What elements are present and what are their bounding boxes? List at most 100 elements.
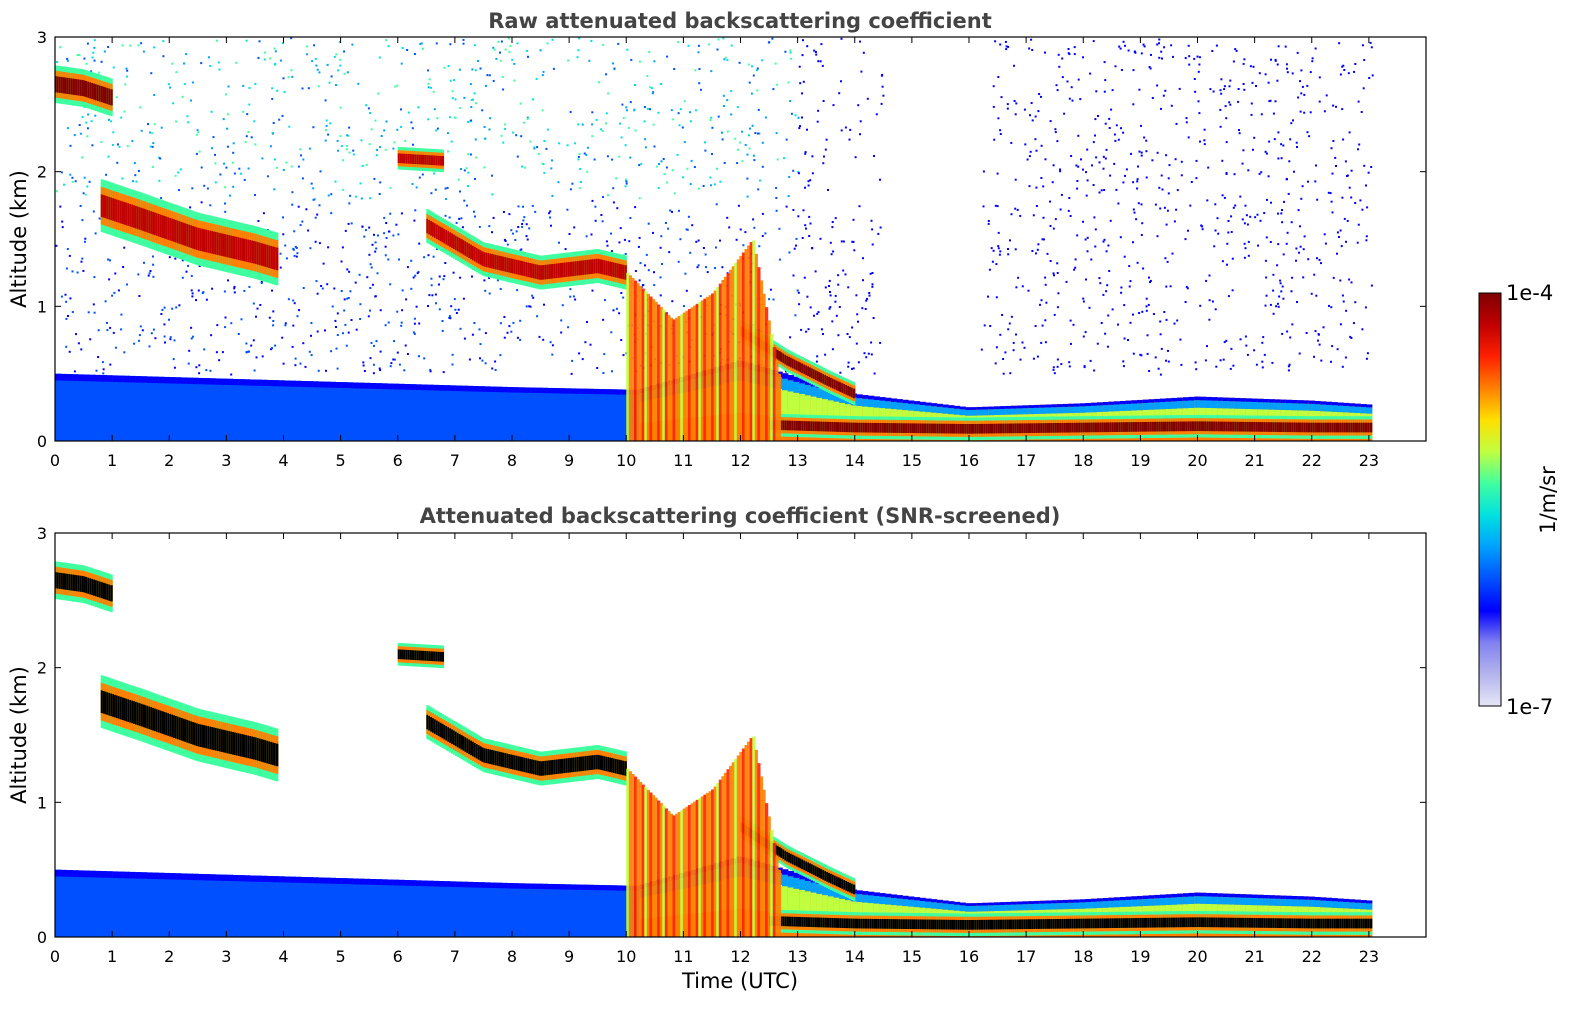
noise-pixel — [1159, 373, 1162, 376]
noise-pixel — [478, 328, 481, 331]
noise-pixel — [1094, 228, 1097, 231]
noise-pixel — [478, 225, 481, 228]
noise-pixel — [451, 97, 454, 100]
noise-pixel — [1167, 360, 1170, 363]
noise-pixel — [1286, 67, 1288, 70]
noise-pixel — [257, 220, 260, 222]
noise-pixel — [571, 182, 574, 185]
noise-pixel — [704, 253, 707, 256]
noise-pixel — [792, 209, 795, 211]
noise-pixel — [139, 106, 142, 109]
noise-pixel — [369, 309, 371, 312]
noise-pixel — [221, 351, 224, 354]
noise-pixel — [427, 118, 430, 121]
boundary-layer-cell — [324, 381, 331, 388]
noise-pixel — [1091, 164, 1093, 167]
noise-pixel — [854, 156, 857, 159]
noise-pixel — [359, 303, 362, 306]
noise-pixel — [855, 294, 858, 297]
noise-pixel — [797, 291, 800, 294]
boundary-layer-cell — [209, 378, 216, 441]
boundary-layer-cell — [495, 386, 503, 393]
noise-pixel — [819, 60, 822, 63]
cloud-layer-cell — [1265, 422, 1268, 432]
noise-pixel — [1195, 177, 1198, 180]
cloud-layer-cell — [978, 423, 981, 434]
noise-pixel — [1309, 71, 1312, 74]
cloud-layer-cell — [808, 421, 812, 431]
noise-pixel — [1283, 200, 1285, 203]
boundary-layer-cell — [66, 374, 73, 441]
boundary-layer-cell — [1314, 400, 1321, 405]
noise-pixel — [994, 204, 997, 207]
noise-pixel — [492, 79, 495, 82]
noise-pixel — [776, 83, 779, 86]
cloud-layer-cell — [178, 221, 182, 244]
noise-pixel — [700, 88, 702, 91]
noise-pixel — [1065, 280, 1068, 283]
noise-pixel — [336, 312, 339, 315]
noise-pixel — [1288, 160, 1291, 163]
noise-pixel — [803, 276, 806, 279]
noise-pixel — [1275, 305, 1278, 308]
boundary-layer-cell — [100, 375, 108, 382]
noise-pixel — [253, 369, 256, 372]
noise-pixel — [293, 230, 296, 233]
cloud-layer-cell — [513, 259, 517, 274]
noise-pixel — [250, 344, 253, 347]
cloud-layer-cell — [106, 196, 109, 219]
cloud-layer-cell — [932, 423, 936, 434]
noise-pixel — [1146, 352, 1149, 355]
noise-pixel — [511, 232, 514, 235]
cloud-layer-cell — [272, 246, 275, 270]
boundary-layer-cell — [135, 376, 142, 383]
noise-pixel — [1212, 90, 1215, 93]
boundary-layer-cell — [169, 377, 176, 441]
noise-pixel — [292, 324, 295, 327]
cloud-layer-cell — [805, 365, 808, 376]
boundary-layer-cell — [799, 378, 806, 384]
boundary-layer-cell — [885, 401, 892, 409]
noise-pixel — [1235, 49, 1238, 52]
noise-pixel — [1287, 192, 1290, 195]
noise-pixel — [881, 73, 884, 76]
noise-pixel — [488, 225, 491, 228]
noise-pixel — [258, 40, 261, 43]
noise-pixel — [994, 362, 997, 365]
noise-pixel — [283, 90, 286, 93]
cloud-layer-cell — [1213, 421, 1217, 432]
noise-pixel — [183, 62, 185, 65]
cloud-layer-cell — [235, 236, 239, 260]
noise-pixel — [89, 338, 92, 341]
noise-pixel — [376, 272, 379, 275]
noise-pixel — [741, 160, 744, 163]
noise-pixel — [834, 300, 837, 303]
noise-pixel — [807, 184, 810, 187]
noise-pixel — [789, 336, 792, 339]
cloud-layer-cell — [890, 423, 894, 433]
noise-pixel — [662, 158, 665, 160]
noise-pixel — [1074, 258, 1077, 261]
noise-pixel — [379, 181, 382, 184]
noise-pixel — [394, 85, 397, 88]
noise-pixel — [1158, 56, 1161, 59]
noise-pixel — [1254, 216, 1257, 219]
cloud-layer-cell — [1164, 421, 1167, 432]
noise-pixel — [797, 171, 800, 173]
noise-pixel — [416, 272, 419, 275]
noise-pixel — [1132, 352, 1135, 355]
noise-pixel — [659, 294, 662, 297]
noise-pixel — [296, 252, 299, 255]
boundary-layer-cell — [965, 409, 972, 416]
noise-pixel — [1024, 143, 1027, 146]
cloud-layer-cell — [550, 264, 553, 279]
noise-pixel — [1117, 323, 1119, 326]
noise-pixel — [471, 68, 474, 71]
noise-pixel — [226, 113, 229, 116]
noise-pixel — [393, 141, 396, 144]
noise-pixel — [1225, 339, 1228, 342]
cloud-layer-cell — [203, 229, 207, 252]
boundary-layer-cell — [501, 386, 508, 441]
boundary-layer-cell — [341, 382, 348, 389]
noise-pixel — [831, 348, 834, 351]
